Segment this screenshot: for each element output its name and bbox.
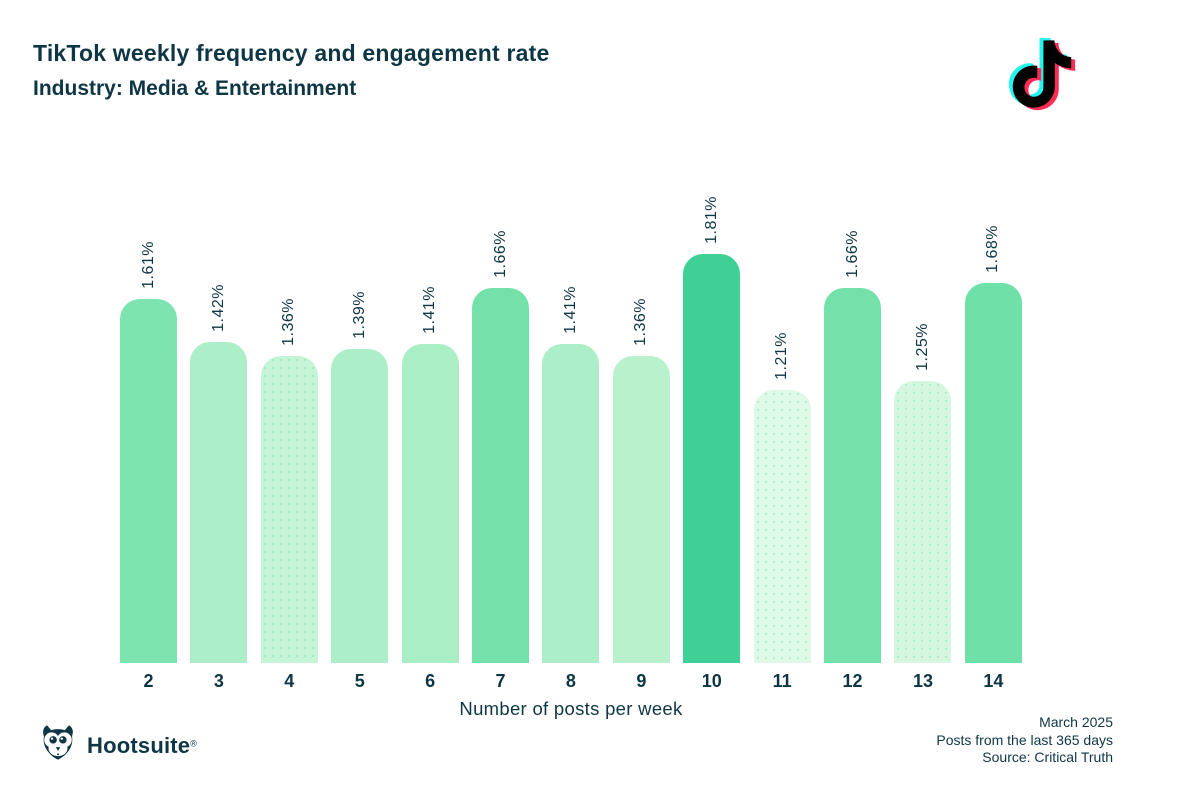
x-tick-label: 9 [636,671,647,691]
tiktok-logo-icon [1000,30,1084,118]
x-tick-label: 8 [565,671,576,691]
bar [894,381,952,663]
x-tick-label: 2 [143,671,154,691]
bar-column: 1.21% [753,332,811,663]
x-tick-label: 14 [983,671,1004,691]
bar-column: 1.36% [260,298,318,663]
bar-column: 1.42% [190,284,248,663]
bar [612,356,670,663]
x-tick-label: 10 [701,671,722,691]
bar-value-label: 1.36% [280,298,298,346]
bar [753,390,811,663]
bar-value-label: 1.36% [632,298,650,346]
bar [331,349,389,663]
note-date: March 2025 [1039,714,1113,730]
x-axis-title: Number of posts per week [459,698,683,719]
x-tick-label: 11 [772,671,792,691]
x-axis: 2 3 4 5 6 7 8 9 10 11 12 13 14 [120,671,1022,692]
chart-notes: March 2025 Posts from the last 365 days … [936,714,1113,767]
bar-value-label: 1.39% [350,291,368,339]
bar [542,344,600,663]
x-tick-label: 4 [284,671,295,691]
bar-value-label: 1.41% [561,286,579,334]
bar [401,344,459,663]
x-tick-label: 13 [912,671,933,691]
hootsuite-owl-icon [38,724,78,767]
note-source: Source: Critical Truth [982,749,1113,765]
bar-value-label: 1.41% [421,286,439,334]
page-title: TikTok weekly frequency and engagement r… [33,40,550,66]
bar-value-label: 1.68% [984,225,1002,273]
bar-value-label: 1.81% [702,196,720,244]
bar-column: 1.25% [894,323,952,663]
registered-mark: ® [190,738,197,749]
bar-column: 1.41% [542,286,600,663]
bar-value-label: 1.66% [491,230,509,278]
x-tick-label: 7 [495,671,506,691]
note-range: Posts from the last 365 days [936,731,1113,748]
bar-column: 1.61% [120,241,177,663]
page-subtitle: Industry: Media & Entertainment [33,77,357,100]
x-tick-label: 6 [425,671,436,691]
bar [260,356,318,663]
bar [683,254,741,663]
bar [120,299,177,663]
bar-column: 1.66% [472,230,530,663]
x-tick-label: 12 [842,671,863,691]
bar-value-label: 1.25% [913,323,931,371]
bar [472,288,530,663]
bar-value-label: 1.42% [209,284,227,332]
hootsuite-logo: Hootsuite® [38,724,197,767]
brand-name: Hootsuite [87,732,191,758]
bar [824,288,882,663]
bar-value-label: 1.66% [843,230,861,278]
bar-value-label: 1.21% [773,332,791,380]
bar-column: 1.66% [824,230,882,663]
bar-column: 1.36% [612,298,670,663]
bar-column: 1.68% [964,225,1022,663]
bar-chart: 1.61% 1.42% 1.36% 1.39% 1.41% 1.66% 1.41% 1.36%… [120,196,1022,663]
bar [964,283,1022,663]
x-tick-label: 3 [213,671,224,691]
bar-column: 1.39% [331,291,389,663]
x-tick-label: 5 [354,671,365,691]
bar-column: 1.81% [683,196,741,663]
header: TikTok weekly frequency and engagement r… [33,42,549,101]
bar-column: 1.41% [401,286,459,663]
bar [190,342,248,663]
bar-value-label: 1.61% [139,241,157,289]
